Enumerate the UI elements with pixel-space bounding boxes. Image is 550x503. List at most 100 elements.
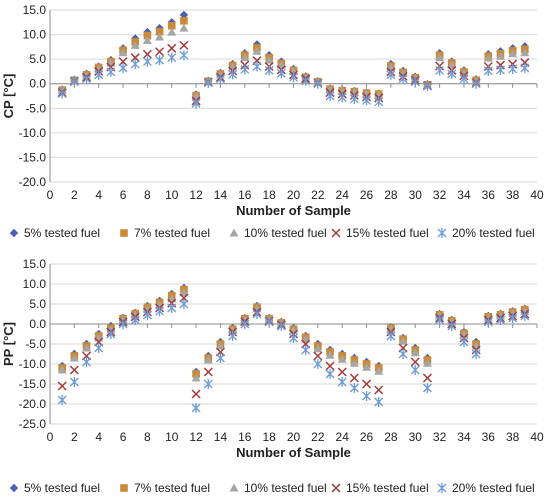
pp-data-point	[82, 343, 92, 352]
pp-data-point	[435, 315, 445, 325]
cp-data-point	[276, 60, 286, 69]
pp-data-point	[325, 361, 335, 371]
pp-legend-marker	[120, 484, 128, 492]
cp-x-tick-label: 32	[433, 188, 447, 202]
pp-data-point	[82, 357, 91, 367]
cp-series-3	[57, 23, 530, 100]
pp-legend-marker	[9, 483, 19, 493]
pp-x-tick-label: 20	[287, 430, 301, 444]
cp-data-point	[180, 17, 188, 25]
cp-data-point	[362, 95, 372, 106]
cp-data-point	[374, 91, 384, 100]
pp-data-point	[398, 349, 408, 359]
pp-data-point	[142, 310, 152, 321]
pp-data-point	[203, 379, 213, 389]
pp-data-point	[203, 367, 213, 377]
pp-data-point	[410, 348, 420, 357]
pp-y-tick-label: -25.0	[19, 417, 47, 431]
pp-x-tick-label: 22	[311, 430, 325, 444]
cp-x-tick-label: 14	[214, 188, 228, 202]
cp-data-point	[179, 50, 189, 61]
cp-x-tick-label: 16	[238, 188, 252, 202]
pp-y-tick-label: -20.0	[19, 397, 47, 411]
pp-x-tick-label: 16	[238, 430, 252, 444]
pp-data-point	[203, 355, 213, 364]
pp-x-tick-label: 6	[120, 430, 127, 444]
pp-data-point	[179, 299, 189, 309]
cp-x-tick-label: 8	[144, 188, 151, 202]
cp-data-point	[459, 68, 469, 77]
cp-data-point	[483, 65, 493, 76]
cp-x-tick-label: 40	[530, 188, 544, 202]
pp-data-point	[240, 319, 250, 329]
pp-legend-marker	[437, 483, 447, 493]
pp-data-point	[301, 345, 311, 355]
pp-legend-label: 15% tested fuel	[346, 481, 429, 495]
cp-data-point	[118, 57, 128, 67]
cp-x-tick-label: 4	[95, 188, 102, 202]
cp-data-point	[57, 88, 67, 99]
pp-x-tick-label: 2	[71, 430, 78, 444]
pp-data-point	[289, 333, 298, 343]
cp-data-point	[142, 56, 152, 67]
cp-legend-label: 7% tested fuel	[134, 226, 210, 240]
pp-data-point	[313, 351, 323, 361]
cp-x-tick-label: 2	[71, 188, 78, 202]
cp-x-tick-label: 0	[47, 188, 54, 202]
cp-data-point	[82, 73, 91, 84]
pp-x-tick-label: 14	[214, 430, 228, 444]
cp-data-point	[69, 76, 79, 87]
cp-series-5	[57, 50, 530, 109]
cp-data-point	[447, 60, 457, 69]
pp-legend-marker	[229, 483, 239, 492]
cp-data-point	[264, 65, 274, 76]
cp-data-point	[325, 91, 335, 101]
pp-data-point	[362, 362, 372, 371]
pp-data-point	[155, 306, 165, 317]
pp-data-point	[520, 311, 530, 321]
pp-data-point	[215, 353, 225, 363]
pp-y-tick-label: -10.0	[19, 357, 47, 371]
pp-data-point	[374, 366, 384, 375]
cp-data-point	[203, 77, 213, 88]
pp-data-point	[349, 373, 359, 383]
pp-data-point	[57, 381, 67, 391]
pp-y-tick-label: -5.0	[25, 337, 46, 351]
cp-data-point	[483, 53, 493, 62]
cp-data-point	[155, 27, 164, 36]
cp-data-point	[155, 55, 165, 66]
cp-legend-marker	[437, 228, 447, 238]
cp-legend-marker	[9, 228, 19, 238]
pp-data-point	[228, 325, 238, 334]
pp-data-point	[349, 383, 359, 393]
cp-data-point	[398, 73, 408, 84]
cp-data-point	[337, 92, 347, 103]
pp-data-point	[337, 354, 347, 363]
cp-data-point	[349, 93, 359, 104]
cp-data-point	[94, 69, 104, 80]
pp-x-tick-label: 8	[144, 430, 151, 444]
pp-y-tick-label: 0.0	[29, 317, 46, 331]
pp-x-tick-label: 18	[262, 430, 276, 444]
cp-x-tick-label: 22	[311, 188, 325, 202]
pp-data-point	[276, 321, 286, 331]
cp-x-tick-label: 34	[457, 188, 471, 202]
pp-data-point	[191, 389, 201, 399]
cp-y-tick-label: 5.0	[29, 52, 46, 66]
cp-data-point	[118, 48, 128, 57]
pp-chart: -25.0 -20.0 -15.0 -10.0 -5.0 0.0 5.0 10.0 15.0 0 2…	[1, 257, 544, 495]
pp-data-point	[410, 365, 420, 375]
pp-data-point	[447, 321, 457, 331]
cp-data-point	[520, 48, 530, 57]
pp-data-point	[94, 343, 104, 353]
pp-data-point	[508, 313, 518, 323]
cp-legend-label: 15% tested fuel	[346, 226, 429, 240]
pp-data-point	[398, 336, 408, 345]
pp-data-point	[106, 329, 116, 339]
cp-data-point	[155, 47, 165, 57]
cp-data-point	[106, 66, 116, 77]
pp-legend-item: 15% tested fuel	[331, 481, 429, 495]
cp-data-point	[435, 53, 445, 62]
pp-data-point	[228, 331, 238, 341]
pp-data-point	[471, 349, 481, 359]
